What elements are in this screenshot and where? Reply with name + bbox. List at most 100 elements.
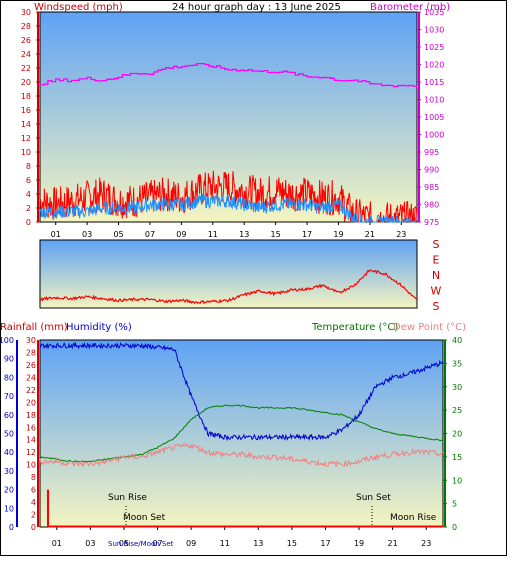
wind-tick-label: 16 bbox=[21, 106, 31, 115]
wind-tick-label: 4 bbox=[26, 190, 31, 199]
wind-x-tick-label: 21 bbox=[365, 230, 375, 239]
barometer-tick-label: 975 bbox=[424, 218, 439, 227]
climate-x-tick-label: 01 bbox=[52, 539, 62, 548]
wind-tick-label: 20 bbox=[21, 78, 31, 87]
wind-x-tick-label: 13 bbox=[239, 230, 249, 239]
humidity-tick-label: 90 bbox=[4, 355, 14, 364]
wind-x-tick-label: 09 bbox=[176, 230, 186, 239]
climate-x-tick-label: 07 bbox=[152, 539, 162, 548]
barometer-tick-label: 1010 bbox=[424, 96, 444, 105]
wind-x-axis: 01 03 05 07 09 11 13 15 17 19 21 23 bbox=[51, 222, 406, 239]
climate-x-tick-label: 03 bbox=[85, 539, 95, 548]
astro-annotations: Sun Rise Sun Set Moon Set Moon Rise Sun … bbox=[108, 493, 437, 548]
temperature-tick-label: 5 bbox=[452, 500, 457, 509]
barometer-tick-label: 1005 bbox=[424, 113, 444, 122]
direction-plot-area bbox=[39, 239, 418, 309]
barometer-tick-label: 1035 bbox=[424, 8, 444, 17]
rain-tick-label: 16 bbox=[26, 423, 36, 432]
humidity-label: Humidity (%) bbox=[66, 322, 132, 333]
windspeed-label: Windspeed (mph) bbox=[34, 2, 123, 13]
rain-tick-label: 0 bbox=[31, 523, 36, 532]
barometer-tick-label: 1020 bbox=[424, 61, 444, 70]
rainfall-label: Rainfall (mm) bbox=[0, 322, 68, 333]
dewpoint-line bbox=[39, 442, 444, 468]
climate-plot-area bbox=[39, 339, 444, 528]
wind-tick-label: 14 bbox=[21, 120, 31, 129]
wind-x-tick-label: 01 bbox=[51, 230, 61, 239]
barometer-tick-label: 1015 bbox=[424, 78, 444, 87]
wind-tick-label: 0 bbox=[26, 218, 31, 227]
rain-tick-label: 14 bbox=[26, 436, 36, 445]
wind-x-tick-label: 03 bbox=[82, 230, 92, 239]
rain-tick-label: 30 bbox=[26, 336, 36, 345]
wind-x-tick-label: 15 bbox=[271, 230, 281, 239]
climate-y-axes: 0102030405060708090100024681012141618202… bbox=[0, 336, 462, 532]
temperature-tick-label: 40 bbox=[452, 336, 462, 345]
climate-series-group bbox=[39, 341, 444, 528]
direction-tick-label: W bbox=[431, 285, 442, 298]
barometer-tick-label: 1025 bbox=[424, 43, 444, 52]
moon-rise-label: Moon Rise bbox=[390, 513, 437, 523]
rain-tick-label: 2 bbox=[31, 511, 36, 520]
climate-x-tick-label: 21 bbox=[388, 539, 398, 548]
wind-tick-label: 24 bbox=[21, 50, 31, 59]
temperature-tick-label: 35 bbox=[452, 359, 462, 368]
sun-moon-overlap-label: Sun Rise/Moon Set bbox=[108, 540, 174, 548]
temperature-tick-label: 15 bbox=[452, 453, 462, 462]
climate-x-tick-label: 09 bbox=[186, 539, 196, 548]
sun-set-label: Sun Set bbox=[356, 493, 391, 503]
wind-tick-label: 12 bbox=[21, 134, 31, 143]
barometer-tick-label: 980 bbox=[424, 201, 439, 210]
climate-x-tick-label: 19 bbox=[354, 539, 364, 548]
wind-tick-label: 22 bbox=[21, 64, 31, 73]
wind-tick-label: 26 bbox=[21, 36, 31, 45]
temperature-tick-label: 10 bbox=[452, 476, 462, 485]
barometer-label: Barometer (mb) bbox=[370, 2, 450, 13]
climate-x-tick-label: 23 bbox=[421, 539, 431, 548]
barometer-line bbox=[40, 62, 418, 88]
humidity-tick-label: 50 bbox=[4, 430, 14, 439]
wind-x-tick-label: 17 bbox=[302, 230, 312, 239]
sun-rise-label: Sun Rise bbox=[108, 493, 147, 503]
climate-x-tick-label: 15 bbox=[287, 539, 297, 548]
wind-direction-line bbox=[39, 269, 418, 305]
temperature-tick-label: 20 bbox=[452, 430, 462, 439]
temperature-tick-label: 0 bbox=[452, 523, 457, 532]
humidity-tick-label: 80 bbox=[4, 373, 14, 382]
rain-tick-label: 28 bbox=[26, 348, 36, 357]
rain-tick-label: 24 bbox=[26, 373, 36, 382]
climate-x-tick-label: 05 bbox=[119, 539, 129, 548]
climate-x-axis: 01 03 05 07 09 11 13 15 17 19 21 23 bbox=[52, 527, 431, 548]
humidity-tick-label: 100 bbox=[0, 336, 14, 345]
direction-tick-label: E bbox=[433, 254, 440, 267]
moon-set-label: Moon Set bbox=[123, 513, 166, 523]
direction-tick-label: S bbox=[433, 238, 440, 251]
wind-tick-label: 6 bbox=[26, 176, 31, 185]
humidity-tick-label: 0 bbox=[9, 523, 14, 532]
climate-x-tick-label: 17 bbox=[320, 539, 330, 548]
humidity-tick-label: 20 bbox=[4, 486, 14, 495]
humidity-tick-label: 60 bbox=[4, 411, 14, 420]
wind-x-tick-label: 11 bbox=[208, 230, 218, 239]
rain-tick-label: 18 bbox=[26, 411, 36, 420]
wind-tick-label: 30 bbox=[21, 8, 31, 17]
barometer-tick-label: 1030 bbox=[424, 26, 444, 35]
humidity-tick-label: 70 bbox=[4, 392, 14, 401]
page-title: 24 hour graph day : 13 June 2025 bbox=[172, 2, 341, 13]
wind-tick-label: 10 bbox=[21, 148, 31, 157]
wind-tick-label: 2 bbox=[26, 204, 31, 213]
direction-tick-label: S bbox=[433, 300, 440, 313]
barometer-tick-label: 995 bbox=[424, 148, 439, 157]
humidity-line bbox=[39, 341, 444, 442]
wind-x-tick-label: 05 bbox=[113, 230, 123, 239]
humidity-tick-label: 40 bbox=[4, 448, 14, 457]
wind-x-tick-label: 19 bbox=[333, 230, 343, 239]
humidity-tick-label: 10 bbox=[4, 504, 14, 513]
temperature-tick-label: 30 bbox=[452, 383, 462, 392]
direction-series-group bbox=[39, 269, 418, 305]
wind-x-tick-label: 23 bbox=[396, 230, 406, 239]
